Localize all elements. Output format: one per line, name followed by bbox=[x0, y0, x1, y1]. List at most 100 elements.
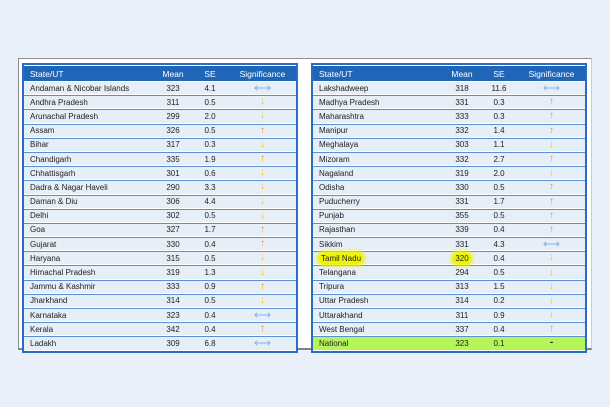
se-cell: 0.4 bbox=[191, 322, 229, 336]
state-cell: Himachal Pradesh bbox=[24, 265, 155, 279]
significance-cell: ↑ bbox=[518, 151, 585, 166]
se-cell: 0.3 bbox=[191, 137, 229, 151]
se-cell: 0.5 bbox=[191, 208, 229, 222]
double-arrow-icon: ⟷ bbox=[253, 307, 272, 322]
se-cell-text: 0.5 bbox=[493, 182, 505, 192]
significance-cell: ⟷ bbox=[518, 237, 585, 251]
significance-cell: ↓ bbox=[518, 279, 585, 293]
state-cell: Rajasthan bbox=[313, 222, 444, 237]
state-cell-text: Assam bbox=[30, 126, 55, 136]
mean-cell-text: 331 bbox=[455, 239, 469, 249]
mean-cell: 330 bbox=[155, 237, 191, 251]
mean-cell: 306 bbox=[155, 194, 191, 208]
mean-cell: 302 bbox=[155, 208, 191, 222]
significance-cell: ↑ bbox=[518, 222, 585, 237]
mean-cell: 314 bbox=[155, 293, 191, 307]
mean-cell-text: 330 bbox=[166, 239, 180, 249]
state-cell-text: Himachal Pradesh bbox=[30, 268, 96, 278]
state-cell: Karnataka bbox=[24, 308, 155, 322]
table-row: Rajasthan 339 0.4 ↑ bbox=[313, 222, 585, 237]
mean-cell-text: 315 bbox=[166, 253, 180, 263]
arrow-up-icon: ↑ bbox=[260, 124, 265, 136]
table-row: Puducherry 331 1.7 ↑ bbox=[313, 194, 585, 208]
arrow-up-icon: ↑ bbox=[260, 153, 265, 165]
state-cell-text: Ladakh bbox=[30, 338, 57, 348]
table-row: Meghalaya 303 1.1 ↓ bbox=[313, 137, 585, 151]
mean-cell: 319 bbox=[155, 265, 191, 279]
se-cell: 2.7 bbox=[480, 151, 518, 166]
significance-cell: ↓ bbox=[229, 194, 296, 208]
arrow-down-icon: ↓ bbox=[260, 96, 265, 108]
state-cell-text: Telangana bbox=[319, 268, 356, 278]
se-cell-text: 0.1 bbox=[493, 338, 505, 348]
significance-cell: ↑ bbox=[518, 95, 585, 109]
mean-cell-text: 330 bbox=[455, 182, 469, 192]
arrow-up-icon: ↑ bbox=[260, 280, 265, 292]
mean-cell-text: 333 bbox=[166, 282, 180, 292]
mean-cell: 332 bbox=[444, 151, 480, 166]
arrow-up-icon: ↑ bbox=[549, 96, 554, 108]
state-cell: Goa bbox=[24, 222, 155, 237]
state-cell-text: Lakshadweep bbox=[319, 83, 369, 93]
mean-cell: 337 bbox=[444, 322, 480, 336]
se-cell-text: 4.1 bbox=[204, 83, 216, 93]
se-cell-text: 1.1 bbox=[493, 140, 505, 150]
state-cell: Ladakh bbox=[24, 336, 155, 350]
arrow-down-icon: ↓ bbox=[260, 266, 265, 278]
header-significance: Significance bbox=[229, 66, 296, 81]
arrow-up-icon: ↑ bbox=[549, 153, 554, 165]
state-cell: Dadra & Nagar Haveli bbox=[24, 180, 155, 194]
se-cell-text: 4.4 bbox=[204, 197, 216, 207]
mean-cell: 303 bbox=[444, 137, 480, 151]
se-cell: 1.7 bbox=[480, 194, 518, 208]
state-cell-text: Sikkim bbox=[319, 239, 343, 249]
state-cell: Delhi bbox=[24, 208, 155, 222]
state-cell-text: Karnataka bbox=[30, 310, 67, 320]
state-cell-text: National bbox=[319, 338, 349, 348]
state-cell: Manipur bbox=[313, 123, 444, 137]
table-row: Assam 326 0.5 ↑ bbox=[24, 123, 296, 137]
significance-cell: ⟷ bbox=[518, 82, 585, 95]
mean-cell: 311 bbox=[444, 308, 480, 322]
se-cell-text: 0.5 bbox=[204, 126, 216, 136]
significance-cell: ↓ bbox=[518, 137, 585, 151]
se-cell-text: 0.2 bbox=[493, 296, 505, 306]
se-cell-text: 0.4 bbox=[493, 253, 505, 263]
arrow-down-icon: ↓ bbox=[260, 209, 265, 221]
table-row: Sikkim 331 4.3 ⟷ bbox=[313, 237, 585, 251]
state-cell-text: Delhi bbox=[30, 211, 49, 221]
table-row: Delhi 302 0.5 ↓ bbox=[24, 208, 296, 222]
arrow-down-icon: ↓ bbox=[549, 138, 554, 150]
arrow-down-icon: ↓ bbox=[260, 252, 265, 264]
mean-cell-text: 318 bbox=[455, 83, 469, 93]
se-cell-text: 0.9 bbox=[493, 310, 505, 320]
significance-cell: ↑ bbox=[518, 208, 585, 222]
significance-cell: ↑ bbox=[229, 322, 296, 336]
arrow-down-icon: ↓ bbox=[260, 181, 265, 193]
mean-cell: 342 bbox=[155, 322, 191, 336]
se-cell: 4.4 bbox=[191, 194, 229, 208]
mean-cell: 319 bbox=[444, 166, 480, 180]
se-cell: 0.3 bbox=[480, 95, 518, 109]
table-row: Nagaland 319 2.0 ↓ bbox=[313, 166, 585, 180]
state-cell-text: Goa bbox=[30, 225, 46, 235]
se-cell: 4.3 bbox=[480, 237, 518, 251]
mean-cell-text: 332 bbox=[455, 154, 469, 164]
state-cell: Chhattisgarh bbox=[24, 166, 155, 180]
mean-cell: 320 bbox=[444, 251, 480, 265]
state-cell-text: Jammu & Kashmir bbox=[30, 282, 96, 292]
table-row: Odisha 330 0.5 ↑ bbox=[313, 180, 585, 194]
mean-cell: 327 bbox=[155, 222, 191, 237]
state-cell: Haryana bbox=[24, 251, 155, 265]
mean-cell: 313 bbox=[444, 279, 480, 293]
se-cell: 0.4 bbox=[480, 322, 518, 336]
mean-cell-text: 326 bbox=[166, 126, 180, 136]
mean-cell: 290 bbox=[155, 180, 191, 194]
state-cell-text: Uttarakhand bbox=[319, 310, 363, 320]
state-cell: Lakshadweep bbox=[313, 82, 444, 95]
state-cell: Punjab bbox=[313, 208, 444, 222]
se-cell: 1.5 bbox=[480, 279, 518, 293]
significance-cell: ↓ bbox=[518, 251, 585, 265]
table-row: Uttarakhand 311 0.9 ↓ bbox=[313, 308, 585, 322]
dash-icon: - bbox=[549, 337, 554, 349]
